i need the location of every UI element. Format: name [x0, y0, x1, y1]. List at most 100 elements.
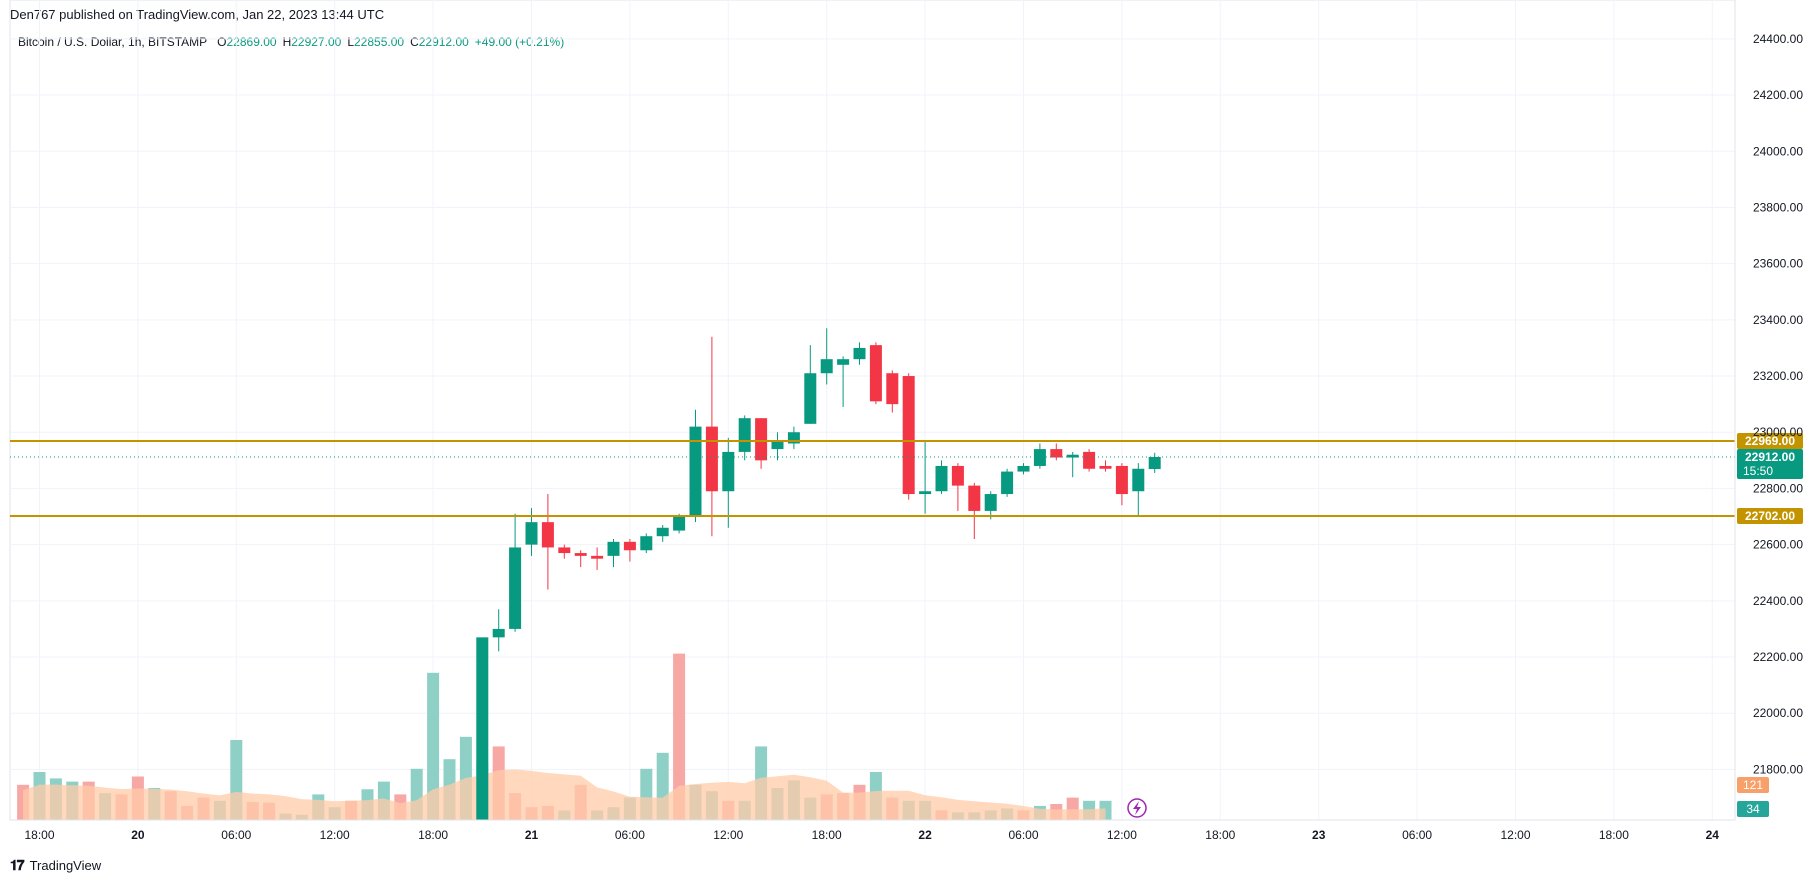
candle [787, 426, 800, 450]
candle-body [853, 347, 866, 360]
candle [607, 539, 620, 568]
candle [689, 409, 702, 523]
candle-body [919, 491, 932, 495]
candle [1115, 463, 1128, 506]
volume-bars [17, 653, 1112, 820]
x-tick-label: 18:00 [1599, 828, 1629, 842]
candle-body [1033, 449, 1046, 466]
candle [984, 491, 997, 520]
x-tick-label: 12:00 [713, 828, 743, 842]
candle-body [902, 376, 915, 495]
candle-body [738, 418, 751, 452]
y-tick-label: 22200.00 [1753, 650, 1803, 664]
candle [1099, 460, 1112, 472]
candle [902, 373, 915, 500]
axes: 24400.00 24200.00 24000.00 23800.00 23600.00… [10, 0, 1803, 842]
candle [853, 342, 866, 365]
candle [738, 415, 751, 461]
candle-body [476, 637, 489, 820]
candle [951, 463, 964, 511]
tradingview-logo-icon: 𝟏𝟕 [10, 857, 25, 873]
candle [476, 637, 489, 820]
x-tick-label: 22 [918, 828, 932, 842]
close-label: C [410, 35, 419, 49]
x-tick-label: 21 [525, 828, 539, 842]
x-tick-label: 12:00 [320, 828, 350, 842]
candle-body [673, 516, 686, 531]
candle-body [689, 426, 702, 517]
candle [1132, 463, 1145, 517]
candle-body [509, 547, 522, 629]
candle-body [722, 451, 735, 492]
y-tick-label: 22400.00 [1753, 594, 1803, 608]
candle-body [1099, 465, 1112, 469]
candle-body [492, 628, 505, 638]
candle-body [656, 527, 669, 537]
last-price-tag[interactable] [1737, 448, 1803, 479]
candle [919, 440, 932, 514]
candle-body [787, 432, 800, 444]
candle [804, 345, 817, 424]
candle [574, 550, 587, 568]
lightning-icon-glyph [1133, 801, 1141, 815]
candle-body [623, 541, 636, 551]
candle [1083, 449, 1096, 472]
open-label: O [217, 35, 227, 49]
candle-body [984, 494, 997, 511]
candle [591, 547, 604, 570]
x-tick-label: 18:00 [812, 828, 842, 842]
candle-body [755, 418, 768, 461]
candle [837, 356, 850, 407]
candle [1033, 443, 1046, 469]
candle-body [640, 536, 653, 551]
level-price-label: 22969.00 [1745, 434, 1795, 448]
candle [968, 482, 981, 540]
x-tick-label: 12:00 [1500, 828, 1530, 842]
y-tick-label: 23400.00 [1753, 313, 1803, 327]
y-tick-label: 23000.00 [1753, 425, 1803, 439]
candle-body [705, 426, 718, 492]
candle-body [1001, 471, 1014, 495]
level-price-tag[interactable] [1737, 432, 1803, 449]
candle-body [886, 373, 899, 405]
lightning-icon[interactable] [1127, 798, 1147, 818]
volume-badge [1737, 801, 1769, 817]
volume-badge-label: 121 [1743, 778, 1763, 792]
candle-body [607, 541, 620, 556]
candle-body [1050, 449, 1063, 458]
candle [1001, 468, 1014, 497]
candle-body [771, 440, 784, 450]
candle [820, 328, 833, 385]
volume-bar [427, 672, 440, 820]
candle-body [541, 522, 554, 548]
candle [869, 342, 882, 405]
candle-body [525, 522, 538, 545]
x-tick-label: 18:00 [1205, 828, 1235, 842]
candle [771, 432, 784, 461]
volume-bar [673, 653, 686, 820]
volume-ma-area [23, 769, 1106, 820]
candle [656, 524, 669, 542]
x-tick-label: 24 [1706, 828, 1720, 842]
level-price-label: 22702.00 [1745, 509, 1795, 523]
candle-body [804, 373, 817, 424]
x-tick-label: 18:00 [24, 828, 54, 842]
candle [1148, 452, 1161, 473]
candle-body [869, 345, 882, 402]
candle [1017, 463, 1030, 475]
candle-body [591, 555, 604, 559]
publish-info: Den767 published on TradingView.com, Jan… [10, 7, 385, 22]
y-tick-label: 22600.00 [1753, 538, 1803, 552]
y-tick-label: 22800.00 [1753, 481, 1803, 495]
y-tick-label: 22000.00 [1753, 706, 1803, 720]
candle [558, 544, 571, 559]
candle-body [951, 465, 964, 486]
tradingview-brand[interactable]: 𝟏𝟕 TradingView [10, 857, 101, 874]
brand-name: TradingView [29, 858, 102, 873]
last-price-label: 22912.00 [1745, 450, 1795, 464]
level-price-tag[interactable] [1737, 507, 1803, 524]
y-tick-label: 23200.00 [1753, 369, 1803, 383]
candle-body [935, 465, 948, 492]
